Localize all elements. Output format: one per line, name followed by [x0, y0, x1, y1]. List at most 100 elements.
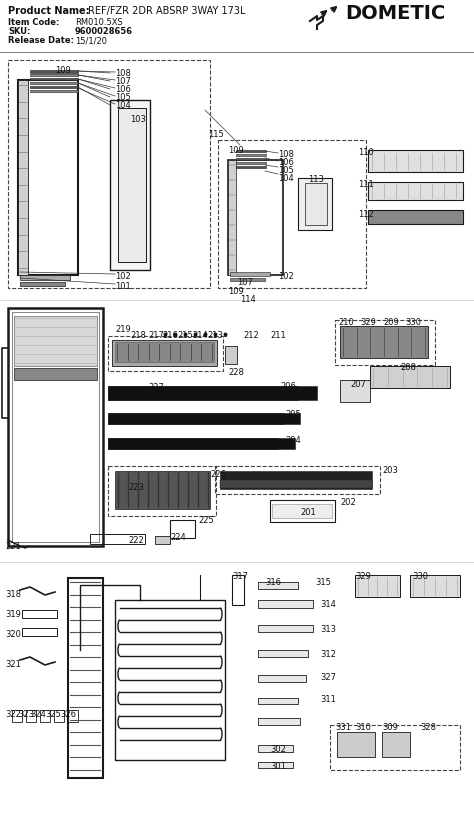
Text: 109: 109: [55, 66, 71, 75]
Text: 108: 108: [115, 69, 131, 78]
Text: 113: 113: [308, 175, 324, 184]
Bar: [12, 312, 99, 542]
Text: 201: 201: [300, 508, 316, 517]
Bar: [258, 762, 293, 768]
Bar: [110, 100, 150, 270]
Text: 221: 221: [5, 542, 21, 551]
Bar: [236, 154, 266, 156]
Text: 104: 104: [278, 174, 294, 183]
Bar: [272, 504, 332, 518]
Text: 302: 302: [270, 745, 286, 754]
Bar: [220, 480, 372, 488]
Text: 110: 110: [358, 148, 374, 157]
Bar: [108, 413, 283, 424]
Bar: [368, 210, 463, 224]
Text: RM010.5XS: RM010.5XS: [75, 18, 123, 27]
Bar: [115, 600, 225, 760]
Text: 219: 219: [115, 325, 131, 334]
Text: 101: 101: [115, 282, 131, 291]
Text: 328: 328: [420, 723, 436, 732]
Bar: [236, 158, 266, 160]
Bar: [258, 600, 313, 608]
Text: 102: 102: [115, 272, 131, 281]
Text: 103: 103: [130, 115, 146, 124]
Text: 208: 208: [400, 363, 416, 372]
Text: 206: 206: [280, 382, 296, 391]
Bar: [14, 368, 97, 380]
Bar: [8, 308, 103, 546]
Bar: [258, 675, 306, 682]
Text: 323: 323: [18, 710, 34, 719]
Text: 317: 317: [232, 572, 248, 581]
Text: 213: 213: [207, 331, 223, 340]
Bar: [236, 162, 266, 164]
Text: 108: 108: [278, 150, 294, 159]
Text: 107: 107: [115, 77, 131, 86]
Bar: [30, 82, 78, 84]
Bar: [258, 582, 298, 589]
Bar: [220, 471, 372, 489]
Text: 330: 330: [405, 318, 421, 327]
Bar: [12, 710, 22, 722]
Bar: [355, 575, 400, 597]
Text: 224: 224: [170, 533, 186, 542]
Bar: [112, 340, 217, 366]
Text: 315: 315: [315, 578, 331, 587]
Text: 326: 326: [60, 710, 76, 719]
Text: 312: 312: [320, 650, 336, 659]
Text: 105: 105: [278, 166, 294, 175]
Text: 311: 311: [320, 695, 336, 704]
Bar: [68, 710, 78, 722]
Text: 301: 301: [270, 762, 286, 771]
Bar: [236, 150, 266, 152]
Bar: [236, 166, 266, 168]
Bar: [258, 625, 313, 632]
Text: 111: 111: [358, 180, 374, 189]
Text: 223: 223: [128, 483, 144, 492]
Bar: [258, 745, 293, 752]
Text: 321: 321: [5, 660, 21, 669]
Text: 226: 226: [210, 470, 226, 479]
Bar: [90, 534, 145, 544]
Text: 324: 324: [30, 710, 46, 719]
Text: 318: 318: [5, 590, 21, 599]
Bar: [20, 282, 65, 286]
Bar: [230, 278, 265, 281]
Text: 209: 209: [383, 318, 399, 327]
Bar: [40, 710, 50, 722]
Bar: [232, 575, 244, 605]
Bar: [368, 150, 463, 172]
Text: 319: 319: [5, 610, 21, 619]
Text: 228: 228: [228, 368, 244, 377]
Text: 115: 115: [208, 130, 224, 139]
Bar: [382, 732, 410, 757]
Text: 331: 331: [335, 723, 351, 732]
Text: 225: 225: [198, 516, 214, 525]
Bar: [270, 500, 335, 522]
Text: 218: 218: [130, 331, 146, 340]
Text: 217: 217: [148, 331, 164, 340]
Bar: [108, 413, 301, 424]
Bar: [410, 575, 460, 597]
Text: 15/1/20: 15/1/20: [75, 36, 107, 45]
Bar: [337, 732, 375, 757]
Bar: [68, 578, 103, 778]
Text: 114: 114: [240, 295, 256, 304]
Text: 102: 102: [278, 272, 294, 281]
Text: 109: 109: [228, 287, 244, 296]
Text: 329: 329: [360, 318, 376, 327]
Bar: [22, 628, 57, 636]
Text: 222: 222: [128, 536, 144, 545]
Text: 322: 322: [5, 710, 21, 719]
Bar: [118, 108, 146, 262]
Text: Product Name:: Product Name:: [8, 6, 90, 16]
Text: 212: 212: [243, 331, 259, 340]
Bar: [258, 650, 308, 657]
Bar: [30, 90, 78, 91]
Text: 205: 205: [285, 410, 301, 419]
Bar: [18, 80, 28, 275]
Text: DOMETIC: DOMETIC: [345, 4, 445, 23]
Text: 309: 309: [382, 723, 398, 732]
Text: Item Code:: Item Code:: [8, 18, 59, 27]
Bar: [108, 386, 298, 400]
